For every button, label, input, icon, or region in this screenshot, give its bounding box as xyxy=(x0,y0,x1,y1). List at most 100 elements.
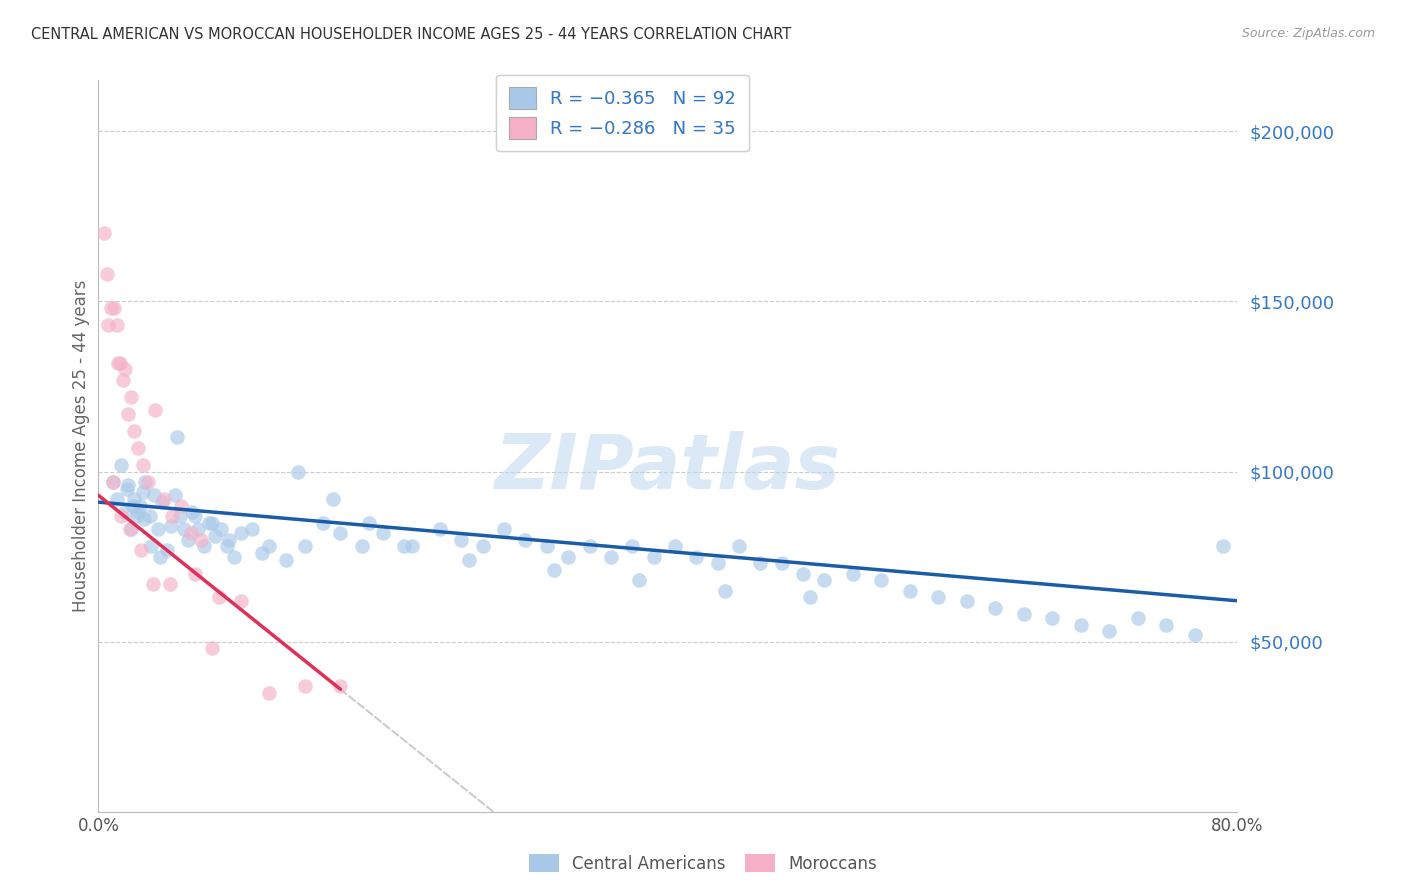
Point xyxy=(1126,611,1149,625)
Point xyxy=(127,441,149,455)
Point xyxy=(1212,540,1234,554)
Point xyxy=(105,318,128,333)
Point xyxy=(153,491,176,506)
Point xyxy=(127,505,149,519)
Point xyxy=(250,546,273,560)
Point xyxy=(898,583,921,598)
Point xyxy=(215,540,238,554)
Text: CENTRAL AMERICAN VS MOROCCAN HOUSEHOLDER INCOME AGES 25 - 44 YEARS CORRELATION C: CENTRAL AMERICAN VS MOROCCAN HOUSEHOLDER… xyxy=(31,27,792,42)
Point xyxy=(117,407,139,421)
Point xyxy=(322,491,344,506)
Point xyxy=(276,553,298,567)
Point xyxy=(394,540,416,554)
Point xyxy=(156,542,179,557)
Point xyxy=(259,540,281,554)
Point xyxy=(160,519,183,533)
Point xyxy=(557,549,579,564)
Point xyxy=(129,542,152,557)
Point xyxy=(218,533,240,547)
Point xyxy=(578,540,600,554)
Point xyxy=(664,540,686,554)
Point xyxy=(208,591,231,605)
Point xyxy=(1184,628,1206,642)
Point xyxy=(870,574,893,588)
Point xyxy=(138,508,160,523)
Point xyxy=(131,484,153,499)
Point xyxy=(97,318,120,333)
Point xyxy=(96,267,118,281)
Point xyxy=(118,522,141,536)
Point xyxy=(984,600,1007,615)
Point xyxy=(1040,611,1063,625)
Point xyxy=(543,563,565,577)
Point xyxy=(162,508,184,523)
Point xyxy=(927,591,949,605)
Point xyxy=(105,491,128,506)
Point xyxy=(350,540,373,554)
Point xyxy=(600,549,623,564)
Point xyxy=(312,516,335,530)
Point xyxy=(471,540,494,554)
Point xyxy=(114,505,136,519)
Point xyxy=(201,516,224,530)
Point xyxy=(749,557,772,571)
Point xyxy=(136,475,159,489)
Point xyxy=(536,540,558,554)
Point xyxy=(169,508,191,523)
Point xyxy=(1070,617,1092,632)
Point xyxy=(166,430,188,444)
Point xyxy=(121,499,143,513)
Point xyxy=(101,475,124,489)
Legend: Central Americans, Moroccans: Central Americans, Moroccans xyxy=(522,847,884,880)
Point xyxy=(643,549,665,564)
Point xyxy=(792,566,814,581)
Point xyxy=(110,458,132,472)
Point xyxy=(201,641,224,656)
Point xyxy=(108,356,131,370)
Point xyxy=(259,686,281,700)
Point xyxy=(132,512,155,526)
Point xyxy=(294,540,316,554)
Point xyxy=(114,362,136,376)
Point xyxy=(222,549,245,564)
Point xyxy=(141,576,163,591)
Point xyxy=(177,533,200,547)
Point xyxy=(1154,617,1177,632)
Point xyxy=(240,522,263,536)
Point xyxy=(128,499,150,513)
Point xyxy=(101,475,124,489)
Point xyxy=(122,424,145,438)
Point xyxy=(93,227,115,241)
Point xyxy=(107,356,129,370)
Point xyxy=(149,549,172,564)
Point xyxy=(184,566,207,581)
Point xyxy=(371,525,394,540)
Point xyxy=(170,499,193,513)
Legend: R = −0.365   N = 92, R = −0.286   N = 35: R = −0.365 N = 92, R = −0.286 N = 35 xyxy=(496,75,748,152)
Point xyxy=(103,301,125,316)
Point xyxy=(329,679,352,693)
Point xyxy=(714,583,737,598)
Point xyxy=(139,540,162,554)
Point xyxy=(100,301,122,316)
Point xyxy=(173,522,195,536)
Point xyxy=(190,533,212,547)
Point xyxy=(1098,624,1121,639)
Point xyxy=(120,390,142,404)
Point xyxy=(134,475,156,489)
Point xyxy=(229,525,252,540)
Point xyxy=(621,540,644,554)
Point xyxy=(706,557,728,571)
Point xyxy=(184,508,207,523)
Point xyxy=(120,522,142,536)
Point xyxy=(770,557,793,571)
Point xyxy=(131,458,153,472)
Point xyxy=(193,540,215,554)
Text: ZIPatlas: ZIPatlas xyxy=(495,431,841,505)
Point xyxy=(148,522,170,536)
Point xyxy=(329,525,352,540)
Point xyxy=(294,679,316,693)
Point xyxy=(799,591,821,605)
Point xyxy=(1012,607,1035,622)
Point xyxy=(198,516,221,530)
